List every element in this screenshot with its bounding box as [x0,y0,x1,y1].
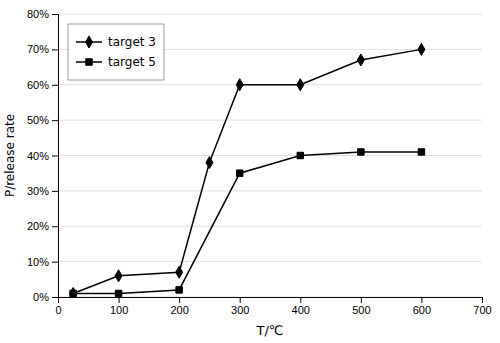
tick-label: 60% [27,79,49,91]
tick-mark [421,297,422,303]
point [236,170,242,176]
tick-label: 30% [27,185,49,197]
tick: 40% [27,150,58,162]
y-axis-title: P/release rate [3,114,17,197]
tick: 0 [55,297,61,316]
grid-line [58,226,482,227]
tick-label: 400 [292,304,310,316]
tick: 700 [473,297,491,316]
tick-label: 10% [27,256,49,268]
point [358,149,364,155]
line [73,152,421,294]
tick: 200 [170,297,188,316]
tick-mark [52,262,58,263]
tick-label: 80% [27,8,49,20]
tick-mark [179,297,180,303]
grid-line [58,190,482,191]
grid-line [58,261,482,262]
legend-box [68,24,164,80]
tick: 400 [292,297,310,316]
tick-label: 50% [27,114,49,126]
point [115,270,122,282]
point [418,43,425,55]
axis-line [52,15,59,298]
tick: 10% [27,256,58,268]
tick: 80% [27,8,58,20]
tick: 100 [110,297,128,316]
point [176,266,183,278]
grid-line [58,14,482,15]
tick-mark [52,14,58,15]
tick: 70% [27,43,58,55]
x-axis: 0 100 200 300 400 500 600 700 [55,297,491,316]
tick-mark [52,156,58,157]
grid-line [58,120,482,121]
point [206,157,213,169]
tick-mark [52,49,58,50]
x-axis-title: T/℃ [256,323,284,338]
point [418,149,424,155]
tick: 60% [27,79,58,91]
tick: 30% [27,185,58,197]
axis-line [59,298,483,304]
tick: 600 [413,297,431,316]
tick-label: 0% [33,291,49,303]
tick: 500 [352,297,370,316]
legend-marker [86,59,92,65]
tick-mark [482,297,483,303]
chart: 0 100 200 300 400 500 600 700 0% 10% 20% 30% 40% 50% 6… [0,0,500,343]
legend: target 3 target 5 [68,24,164,80]
tick-label: 40% [27,150,49,162]
tick-mark [52,226,58,227]
point [297,79,304,91]
point [236,79,243,91]
point [115,290,121,296]
y-axis: 0% 10% 20% 30% 40% 50% 60% 70% 80% [27,8,59,303]
tick-label: 300 [231,304,249,316]
tick-mark [300,297,301,303]
tick-label: 100 [110,304,128,316]
tick-label: 70% [27,43,49,55]
tick-label: 600 [413,304,431,316]
tick-mark [52,191,58,192]
series [70,43,425,297]
legend-label: target 3 [108,35,156,49]
legend-marker [86,36,93,48]
tick: 20% [27,220,58,232]
point [70,290,76,296]
tick-mark [52,120,58,121]
tick-mark [52,85,58,86]
tick-label: 700 [473,304,491,316]
tick-label: 500 [352,304,370,316]
tick-mark [240,297,241,303]
point [70,287,77,297]
series [70,149,425,297]
line [73,49,421,293]
tick: 0% [33,291,58,303]
tick-mark [119,297,120,303]
tick-label: 200 [170,304,188,316]
tick-label: 0 [55,304,61,316]
plot: 0 100 200 300 400 500 600 700 0% 10% 20% 30% 40% 50% 6… [27,8,492,316]
marks [70,43,425,297]
point [176,287,182,293]
tick-label: 20% [27,220,49,232]
legend-label: target 5 [108,55,156,69]
point [357,54,364,66]
grid [58,14,482,297]
tick-mark [52,297,58,298]
point [297,152,303,158]
tick: 50% [27,114,58,126]
tick-mark [361,297,362,303]
tick: 300 [231,297,249,316]
